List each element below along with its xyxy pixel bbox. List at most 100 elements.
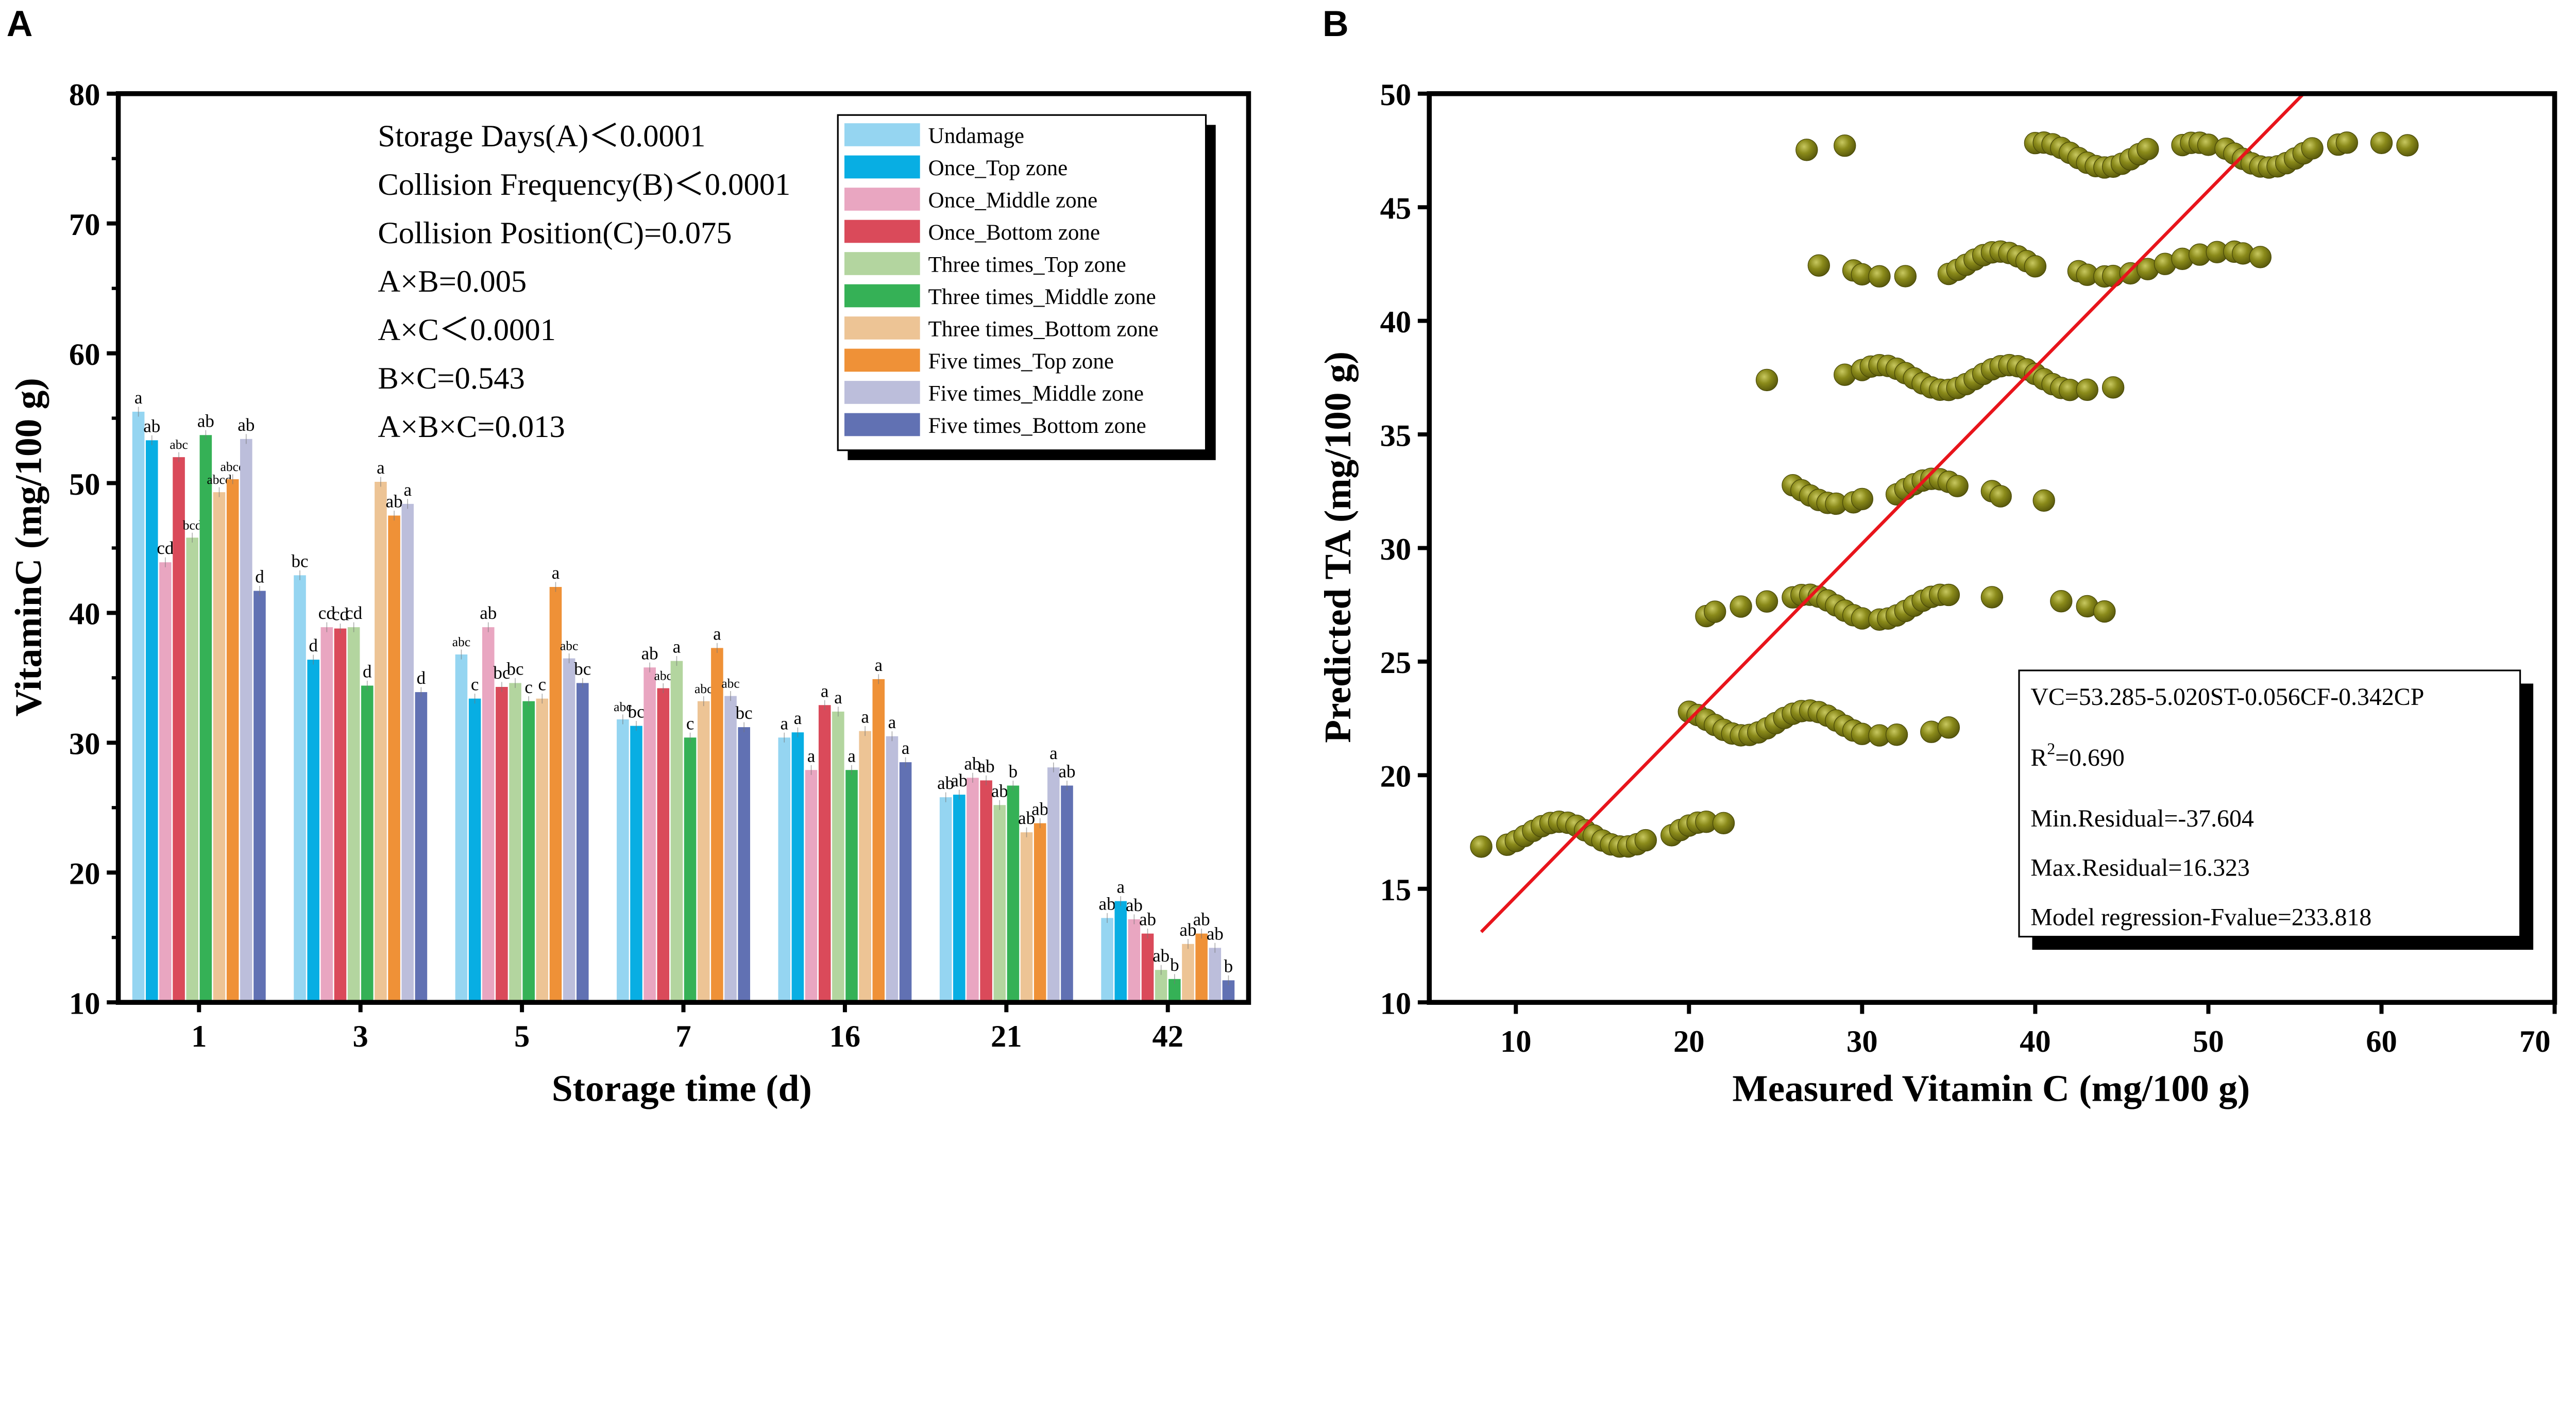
bar bbox=[388, 515, 400, 1003]
legend-label: Once_Top zone bbox=[928, 156, 1068, 180]
bar bbox=[711, 648, 723, 1003]
bar bbox=[643, 667, 656, 1003]
bar bbox=[1195, 933, 1208, 1003]
y-tick-label: 10 bbox=[69, 986, 100, 1021]
bar bbox=[899, 762, 912, 1003]
significance-letter: a bbox=[794, 708, 802, 728]
bar bbox=[1114, 901, 1127, 1003]
bar bbox=[522, 701, 535, 1003]
regression-equation: VC=53.285-5.020ST-0.056CF-0.342CP bbox=[2030, 683, 2424, 711]
significance-letter: ab bbox=[386, 492, 403, 512]
significance-letter: ab bbox=[978, 756, 995, 776]
significance-letter: ab bbox=[641, 643, 658, 663]
significance-letter: a bbox=[780, 713, 788, 733]
r-squared: R2=0.690 bbox=[2030, 740, 2124, 771]
bar bbox=[307, 660, 319, 1003]
data-point bbox=[1730, 595, 1752, 618]
plot-frame bbox=[115, 91, 1251, 1005]
bar bbox=[1222, 980, 1235, 1003]
bar bbox=[334, 628, 347, 1003]
significance-letter: d bbox=[309, 635, 318, 655]
data-point bbox=[2396, 134, 2419, 157]
significance-letter: abc bbox=[721, 676, 739, 691]
data-point bbox=[1868, 265, 1891, 288]
bar bbox=[199, 435, 212, 1003]
y-tick-label: 35 bbox=[1380, 418, 1412, 453]
bar bbox=[980, 780, 992, 1003]
legend-swatch bbox=[844, 155, 920, 179]
significance-letter: b bbox=[1224, 956, 1233, 976]
max-residual: Max.Residual=16.323 bbox=[2030, 854, 2250, 882]
bar bbox=[159, 562, 172, 1003]
significance-letter: ab bbox=[1193, 910, 1210, 930]
legend-swatch bbox=[844, 284, 920, 308]
legend-swatch bbox=[844, 252, 920, 275]
r-squared-value: =0.690 bbox=[2055, 744, 2125, 771]
significance-letter: a bbox=[673, 637, 681, 657]
significance-letter: a bbox=[1116, 877, 1125, 897]
legend-label: Three times_Middle zone bbox=[928, 285, 1156, 309]
bar bbox=[226, 479, 239, 1003]
chart-b-x-axis-label: Measured Vitamin C (mg/100 g) bbox=[1732, 1067, 2250, 1109]
x-tick-label: 30 bbox=[1846, 1024, 1878, 1059]
significance-letter: ab bbox=[238, 415, 255, 435]
bar bbox=[657, 688, 670, 1003]
significance-letter: a bbox=[377, 458, 385, 478]
bar bbox=[1061, 785, 1073, 1003]
significance-letter: abc bbox=[452, 634, 470, 649]
stats-box-frame bbox=[2018, 669, 2521, 938]
bar bbox=[886, 736, 899, 1003]
data-point bbox=[1755, 368, 1778, 392]
bar bbox=[509, 683, 521, 1003]
significance-letter: a bbox=[834, 687, 842, 708]
significance-letter: ab bbox=[1058, 762, 1075, 782]
bar bbox=[818, 705, 831, 1003]
bar bbox=[415, 692, 428, 1003]
legend-label: Three times_Bottom zone bbox=[928, 317, 1159, 341]
significance-letter: b bbox=[1009, 762, 1018, 782]
x-tick-label: 50 bbox=[2193, 1024, 2224, 1059]
bar bbox=[859, 731, 871, 1003]
f-value: Model regression-Fvalue=233.818 bbox=[2030, 903, 2371, 931]
significance-letter: bc bbox=[493, 663, 510, 683]
y-tick-label: 15 bbox=[1380, 873, 1412, 907]
bar bbox=[697, 701, 710, 1003]
significance-letter: bc bbox=[291, 551, 308, 571]
bar bbox=[778, 737, 791, 1003]
superscript-2: 2 bbox=[2047, 740, 2055, 758]
significance-letter: ab bbox=[991, 781, 1008, 801]
bar bbox=[563, 658, 575, 1003]
significance-letter: ab bbox=[951, 770, 968, 790]
y-tick-label: 40 bbox=[1380, 305, 1412, 340]
bar bbox=[1020, 832, 1033, 1003]
bar bbox=[1155, 970, 1167, 1003]
y-tick-label: 80 bbox=[69, 78, 100, 112]
x-tick-label: 3 bbox=[353, 1019, 368, 1054]
data-point bbox=[1937, 716, 1960, 739]
data-point bbox=[1834, 134, 1856, 157]
bar bbox=[455, 654, 468, 1003]
significance-letter: bc bbox=[574, 659, 591, 679]
legend-swatch bbox=[844, 413, 920, 436]
data-point bbox=[2335, 131, 2358, 154]
data-point bbox=[1989, 485, 2012, 508]
bar bbox=[617, 719, 629, 1003]
bar bbox=[320, 627, 333, 1003]
data-point bbox=[1946, 475, 1969, 497]
bar bbox=[536, 698, 549, 1003]
data-point bbox=[1795, 139, 1818, 161]
data-point bbox=[2024, 255, 2047, 278]
significance-letter: c bbox=[524, 677, 533, 697]
bar bbox=[805, 770, 818, 1003]
bar bbox=[549, 587, 562, 1003]
data-point bbox=[1894, 265, 1917, 288]
legend-swatch bbox=[844, 381, 920, 404]
regression-line bbox=[1480, 92, 2305, 933]
bar bbox=[670, 661, 683, 1003]
y-tick-label: 40 bbox=[69, 597, 100, 632]
significance-letter: a bbox=[552, 563, 560, 583]
significance-letter: ab bbox=[197, 411, 214, 431]
bar bbox=[361, 685, 374, 1003]
bar bbox=[993, 805, 1006, 1003]
significance-letter: abc bbox=[170, 437, 188, 452]
